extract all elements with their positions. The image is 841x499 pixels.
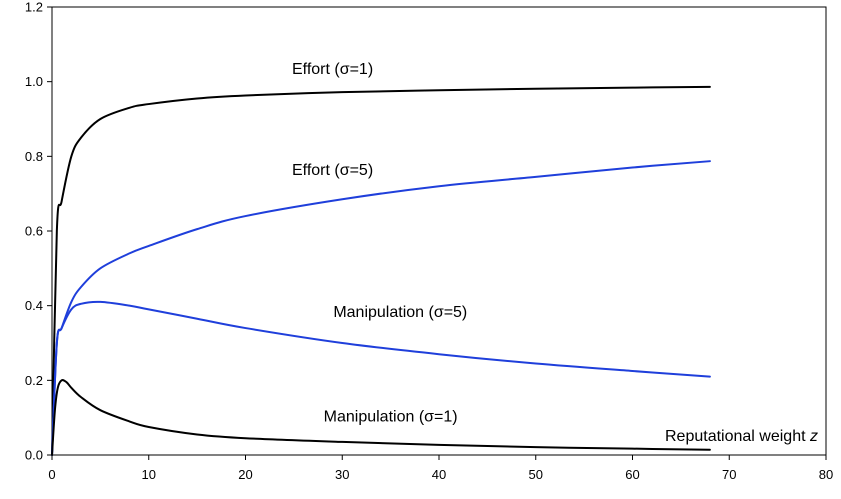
- y-tick-label: 1.2: [25, 0, 43, 15]
- series-line-4: [51, 379, 711, 456]
- series-annotation: Manipulation (σ=5): [333, 304, 467, 321]
- y-axis: 0.0 0.2 0.4 0.6 0.8 1.0 1.2: [25, 0, 52, 463]
- y-tick-label: 0.2: [25, 373, 43, 388]
- y-tick-label: 1.0: [25, 74, 43, 89]
- x-tick-label: 80: [819, 467, 833, 482]
- x-tick-label: 0: [48, 467, 55, 482]
- x-tick-label: 20: [238, 467, 252, 482]
- x-tick-label: 50: [529, 467, 543, 482]
- y-tick-label: 0.6: [25, 224, 43, 239]
- series-group: [51, 85, 711, 456]
- x-axis-variable: z: [809, 428, 818, 445]
- x-tick-label: 40: [432, 467, 446, 482]
- series-annotation: Effort (σ=1): [292, 61, 373, 78]
- x-axis-label-text: Reputational weight: [665, 428, 806, 445]
- series-annotation: Effort (σ=5): [292, 162, 373, 179]
- y-tick-label: 0.4: [25, 298, 43, 313]
- x-tick-label: 60: [625, 467, 639, 482]
- x-tick-label: 30: [335, 467, 349, 482]
- y-tick-label: 0.0: [25, 448, 43, 463]
- series-annotation: Manipulation (σ=1): [324, 408, 458, 425]
- series-line-3: [51, 300, 711, 456]
- plot-area: [51, 6, 827, 456]
- x-tick-label: 70: [722, 467, 736, 482]
- x-tick-label: 10: [142, 467, 156, 482]
- x-axis: 0 10 20 30 40 50 60 70 80: [48, 455, 833, 482]
- x-axis-label: Reputational weight z: [665, 428, 818, 445]
- annotations: Effort (σ=1) Effort (σ=5) Manipulation (σ=…: [292, 61, 467, 425]
- series-line-1: [51, 85, 711, 456]
- y-tick-label: 0.8: [25, 149, 43, 164]
